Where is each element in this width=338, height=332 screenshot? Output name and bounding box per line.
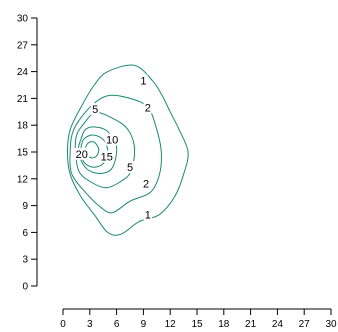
contour-label-background [143,208,153,221]
contour-label-background [125,161,135,174]
x-tick-label: 3 [87,319,93,330]
contour-label-10: 10 [106,134,118,146]
contour-label-background [104,133,120,146]
contour-label-background [90,103,100,116]
y-tick-label: 18 [17,121,29,132]
y-tick-label: 0 [22,282,28,293]
contour-label-background [139,74,148,87]
y-tick-label: 3 [22,255,28,266]
contour-label-background [99,150,115,163]
contour-level-20 [84,141,100,159]
x-tick-label: 21 [245,319,257,330]
contour-label-2: 2 [145,102,151,114]
contour-label-background [74,147,90,160]
y-tick-label: 21 [17,94,29,105]
contour-label-2: 2 [143,178,149,190]
y-tick-label: 9 [22,201,28,212]
x-tick-label: 6 [114,319,120,330]
y-tick-label: 15 [17,148,29,159]
contour-label-15: 15 [101,151,113,163]
x-tick-label: 12 [165,319,177,330]
contour-label-1: 1 [145,210,151,222]
x-tick-label: 9 [141,319,147,330]
x-axis-ticks: 0 3 6 9 12 15 18 21 24 27 30 [60,309,337,330]
y-tick-label: 12 [17,174,29,185]
x-tick-label: 15 [191,319,203,330]
contour-level-2 [69,94,162,214]
x-tick-label: 24 [272,319,284,330]
contour-label-background [143,101,153,114]
contour-label-20: 20 [76,149,88,161]
y-axis-ticks: 0 3 6 9 12 15 18 21 24 27 30 [17,14,37,293]
contour-label-5: 5 [127,162,133,174]
y-tick-label: 30 [17,14,29,25]
contour-label-5: 5 [92,104,98,116]
x-tick-label: 0 [60,319,66,330]
x-tick-label: 30 [325,319,337,330]
contour-label-background [141,177,151,190]
contour-label-1: 1 [140,76,146,88]
x-tick-label: 18 [218,319,230,330]
x-tick-label: 27 [299,319,311,330]
contour-level-1 [66,64,189,236]
y-tick-label: 6 [22,228,28,239]
y-tick-label: 24 [17,67,29,78]
y-tick-label: 27 [17,40,29,51]
